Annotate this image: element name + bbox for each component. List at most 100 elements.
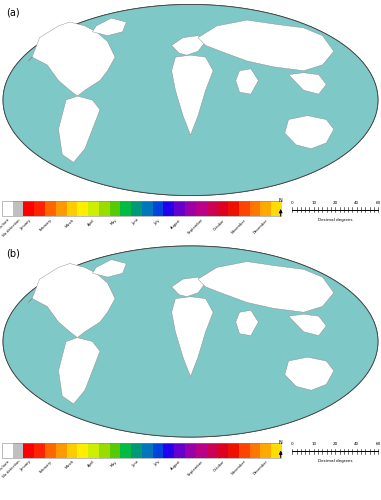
Text: August: August [171, 460, 182, 471]
Bar [142, 201, 153, 216]
Bar [88, 442, 99, 458]
Bar [228, 201, 239, 216]
Bar [56, 442, 67, 458]
Text: November: November [231, 460, 247, 476]
Bar [153, 201, 163, 216]
Bar [131, 442, 142, 458]
Bar [77, 442, 88, 458]
Polygon shape [28, 264, 115, 338]
Text: October: October [212, 218, 226, 232]
Text: September: September [187, 460, 204, 477]
Bar [2, 442, 282, 458]
Bar [13, 201, 24, 216]
Text: July: July [154, 218, 161, 226]
Text: March: March [64, 218, 75, 228]
Polygon shape [288, 72, 326, 94]
Bar [120, 201, 131, 216]
Polygon shape [236, 69, 258, 94]
Polygon shape [171, 277, 206, 296]
Text: January: January [19, 218, 32, 230]
Bar [239, 442, 250, 458]
Text: Decimal degrees: Decimal degrees [318, 218, 352, 222]
Text: December: December [252, 218, 269, 234]
Bar [2, 442, 13, 458]
Bar [260, 201, 271, 216]
Bar [228, 442, 239, 458]
Bar [260, 442, 271, 458]
Bar [196, 201, 207, 216]
Text: May: May [110, 460, 118, 468]
Polygon shape [93, 18, 126, 36]
Bar [207, 201, 217, 216]
Text: (b): (b) [6, 249, 19, 259]
Text: No detection: No detection [2, 218, 21, 238]
Text: 0: 0 [291, 442, 294, 446]
Bar [99, 201, 110, 216]
Bar [120, 442, 131, 458]
Bar [88, 201, 99, 216]
Bar [34, 201, 45, 216]
Polygon shape [198, 20, 334, 70]
Text: (a): (a) [6, 8, 19, 18]
Polygon shape [93, 260, 126, 277]
Bar [67, 201, 77, 216]
Bar [24, 201, 34, 216]
Bar [45, 442, 56, 458]
Text: June: June [131, 460, 139, 468]
Text: April: April [88, 460, 96, 468]
Bar [217, 442, 228, 458]
Text: March: March [64, 460, 75, 470]
Bar [174, 442, 185, 458]
Bar [24, 442, 34, 458]
Bar [56, 201, 67, 216]
Bar [131, 201, 142, 216]
Bar [110, 201, 120, 216]
Polygon shape [59, 96, 100, 162]
Polygon shape [285, 116, 334, 149]
Text: 60: 60 [376, 442, 381, 446]
Bar [34, 442, 45, 458]
Text: April: April [88, 218, 96, 227]
Text: No detection: No detection [2, 460, 21, 479]
Text: July: July [154, 460, 161, 467]
Polygon shape [59, 338, 100, 404]
Text: May: May [110, 218, 118, 226]
Bar [67, 442, 77, 458]
Text: June: June [131, 218, 139, 226]
Bar [207, 442, 217, 458]
Bar [45, 201, 56, 216]
Polygon shape [171, 36, 206, 55]
Bar [2, 201, 13, 216]
Text: December: December [252, 460, 269, 476]
Text: 40: 40 [354, 442, 359, 446]
Bar [163, 201, 174, 216]
Polygon shape [288, 314, 326, 336]
Bar [163, 442, 174, 458]
Bar [271, 442, 282, 458]
Text: 20: 20 [333, 201, 338, 205]
Text: February: February [39, 460, 53, 474]
Bar [271, 201, 282, 216]
Text: No agriculture: No agriculture [0, 218, 10, 239]
Bar [185, 442, 196, 458]
Text: 60: 60 [376, 201, 381, 205]
Bar [185, 201, 196, 216]
Text: N: N [279, 440, 283, 445]
Text: January: January [19, 460, 32, 472]
Polygon shape [171, 296, 213, 376]
Polygon shape [28, 22, 115, 96]
Bar [110, 442, 120, 458]
Text: No agriculture: No agriculture [0, 460, 10, 480]
Polygon shape [3, 4, 378, 196]
Text: November: November [231, 218, 247, 234]
Text: 0: 0 [291, 201, 294, 205]
Bar [250, 201, 260, 216]
Bar [77, 201, 88, 216]
Bar [217, 201, 228, 216]
Bar [142, 442, 153, 458]
Polygon shape [285, 357, 334, 390]
Text: 10: 10 [311, 442, 316, 446]
Bar [239, 201, 250, 216]
Polygon shape [3, 246, 378, 437]
Bar [196, 442, 207, 458]
